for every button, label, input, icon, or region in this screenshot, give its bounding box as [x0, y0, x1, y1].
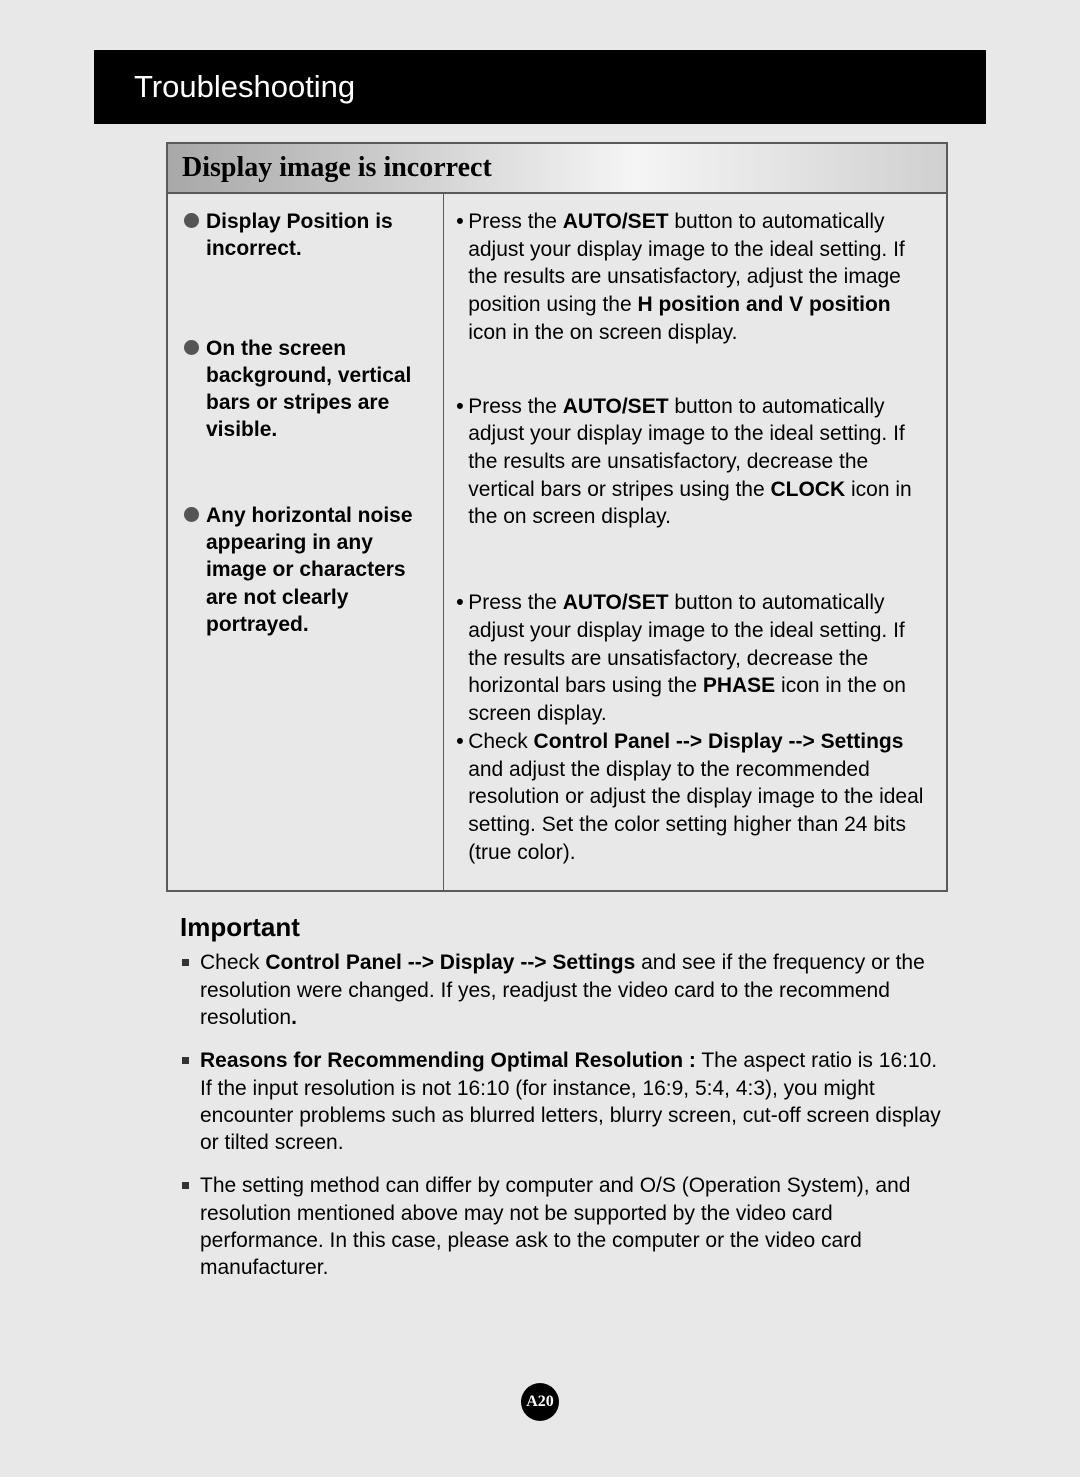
solution-item: • Press the AUTO/SET button to automatic…: [456, 393, 924, 532]
problems-column: Display Position is incorrect. On the sc…: [168, 194, 444, 890]
bullet-icon: •: [456, 589, 463, 617]
troubleshooting-table: Display image is incorrect Display Posit…: [166, 142, 948, 892]
solution-text: Press the AUTO/SET button to automatical…: [468, 210, 905, 344]
page-number: A20: [526, 1393, 554, 1411]
problem-item: Any horizontal noise appearing in any im…: [184, 502, 427, 638]
page-number-badge: A20: [521, 1383, 559, 1421]
problem-item: Display Position is incorrect.: [184, 208, 427, 263]
important-text: Reasons for Recommending Optimal Resolut…: [200, 1049, 941, 1154]
solution-item: • Press the AUTO/SET button to automatic…: [456, 208, 924, 347]
table-title: Display image is incorrect: [168, 144, 946, 194]
page-content: Display image is incorrect Display Posit…: [94, 124, 986, 1282]
solution-text: Press the AUTO/SET button to automatical…: [468, 395, 912, 529]
problem-item: On the screen background, vertical bars …: [184, 335, 427, 444]
important-item: Reasons for Recommending Optimal Resolut…: [180, 1047, 948, 1156]
page-header: Troubleshooting: [94, 50, 986, 124]
important-item: Check Control Panel --> Display --> Sett…: [180, 949, 948, 1031]
bullet-icon: •: [456, 208, 463, 236]
important-item: The setting method can differ by compute…: [180, 1172, 948, 1281]
table-body: Display Position is incorrect. On the sc…: [168, 194, 946, 890]
important-section: Important Check Control Panel --> Displa…: [166, 892, 948, 1281]
solution-text: Check Control Panel --> Display --> Sett…: [468, 730, 923, 864]
solution-text: Press the AUTO/SET button to automatical…: [468, 591, 906, 725]
important-text: Check Control Panel --> Display --> Sett…: [200, 951, 925, 1029]
solutions-column: • Press the AUTO/SET button to automatic…: [444, 194, 946, 890]
page-title: Troubleshooting: [134, 69, 355, 105]
bullet-icon: •: [456, 393, 463, 421]
important-text: The setting method can differ by compute…: [200, 1174, 910, 1279]
important-heading: Important: [180, 912, 948, 943]
solution-item: • Press the AUTO/SET button to automatic…: [456, 589, 924, 866]
manual-page: Troubleshooting Display image is incorre…: [0, 0, 1080, 1477]
bullet-icon: •: [456, 728, 468, 756]
